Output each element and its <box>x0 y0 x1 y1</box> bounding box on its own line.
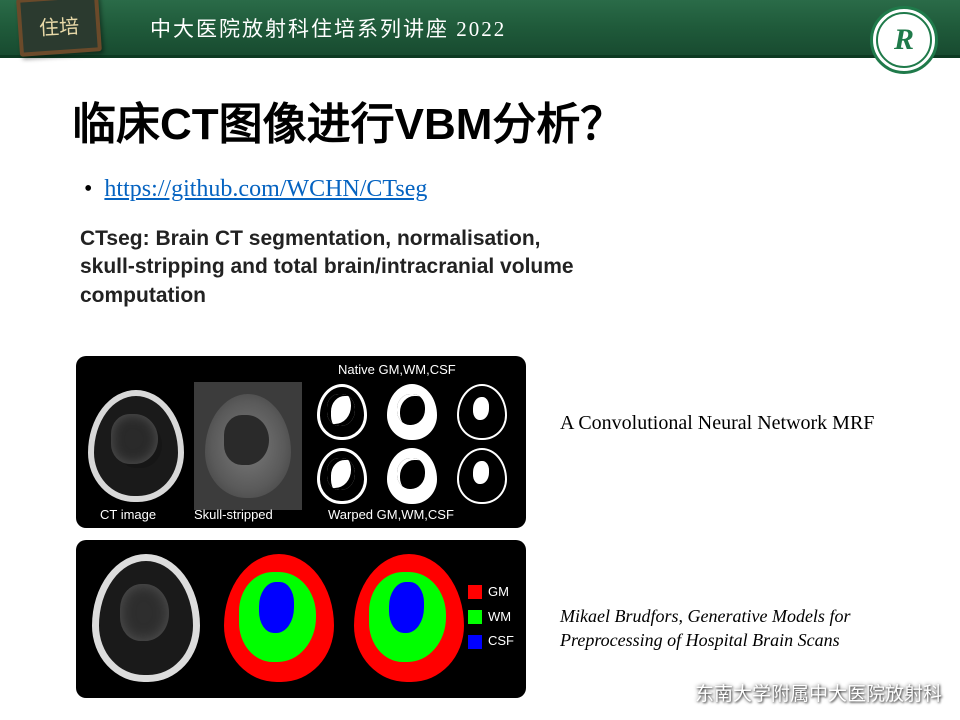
skull-stripped-wrap <box>194 382 302 510</box>
figure-area: Native GM,WM,CSF CT image Skull-stripped… <box>76 356 546 710</box>
legend-wm: WM <box>488 605 511 630</box>
native-gm-icon <box>317 384 367 440</box>
ctseg-heading: CTseg: Brain CT segmentation, normalisat… <box>80 225 600 310</box>
warped-gm-icon <box>317 448 367 504</box>
slide-title: 临床CT图像进行VBM分析？ <box>72 88 960 152</box>
github-link[interactable]: https://github.com/WCHN/CTseg <box>104 176 427 202</box>
segmentation-grid <box>310 382 514 506</box>
color-legend: GM WM CSF <box>468 580 514 654</box>
skull-stripped-brain <box>205 394 291 498</box>
panel2-seg-1 <box>224 554 334 682</box>
panel2-ct-brain <box>92 554 200 682</box>
label-warped: Warped GM,WM,CSF <box>328 507 454 522</box>
swatch-csf <box>468 635 482 649</box>
bullet-icon: • <box>84 176 92 202</box>
label-ct-image: CT image <box>100 507 156 522</box>
warped-wm-icon <box>387 448 437 504</box>
label-native: Native GM,WM,CSF <box>338 362 456 377</box>
native-wm-icon <box>387 384 437 440</box>
figure-panel-2: GM WM CSF <box>76 540 526 698</box>
chalkboard-badge: 住培 <box>16 0 102 57</box>
legend-csf: CSF <box>488 629 514 654</box>
warped-csf-icon <box>457 448 507 504</box>
legend-gm: GM <box>488 580 509 605</box>
caption-cnn-mrf: A Convolutional Neural Network MRF <box>560 412 874 435</box>
caption-citation: Mikael Brudfors, Generative Models for P… <box>560 604 930 653</box>
watermark-text: 东南大学附属中大医院放射科 <box>695 679 942 706</box>
panel2-seg-2 <box>354 554 464 682</box>
wechat-icon <box>659 681 687 705</box>
header-title: 中大医院放射科住培系列讲座 2022 <box>150 13 506 43</box>
label-skull-stripped: Skull-stripped <box>194 507 273 522</box>
chalkboard-text: 住培 <box>38 9 79 40</box>
logo-badge: R <box>870 6 938 74</box>
ct-image-brain <box>88 390 184 502</box>
watermark: 东南大学附属中大医院放射科 <box>659 679 942 706</box>
link-row: • https://github.com/WCHN/CTseg <box>84 176 960 203</box>
figure-panel-1: Native GM,WM,CSF CT image Skull-stripped… <box>76 356 526 528</box>
swatch-wm <box>468 610 482 624</box>
header-bar: 住培 中大医院放射科住培系列讲座 2022 R <box>0 0 960 58</box>
native-csf-icon <box>457 384 507 440</box>
swatch-gm <box>468 585 482 599</box>
logo-letter: R <box>876 12 932 68</box>
